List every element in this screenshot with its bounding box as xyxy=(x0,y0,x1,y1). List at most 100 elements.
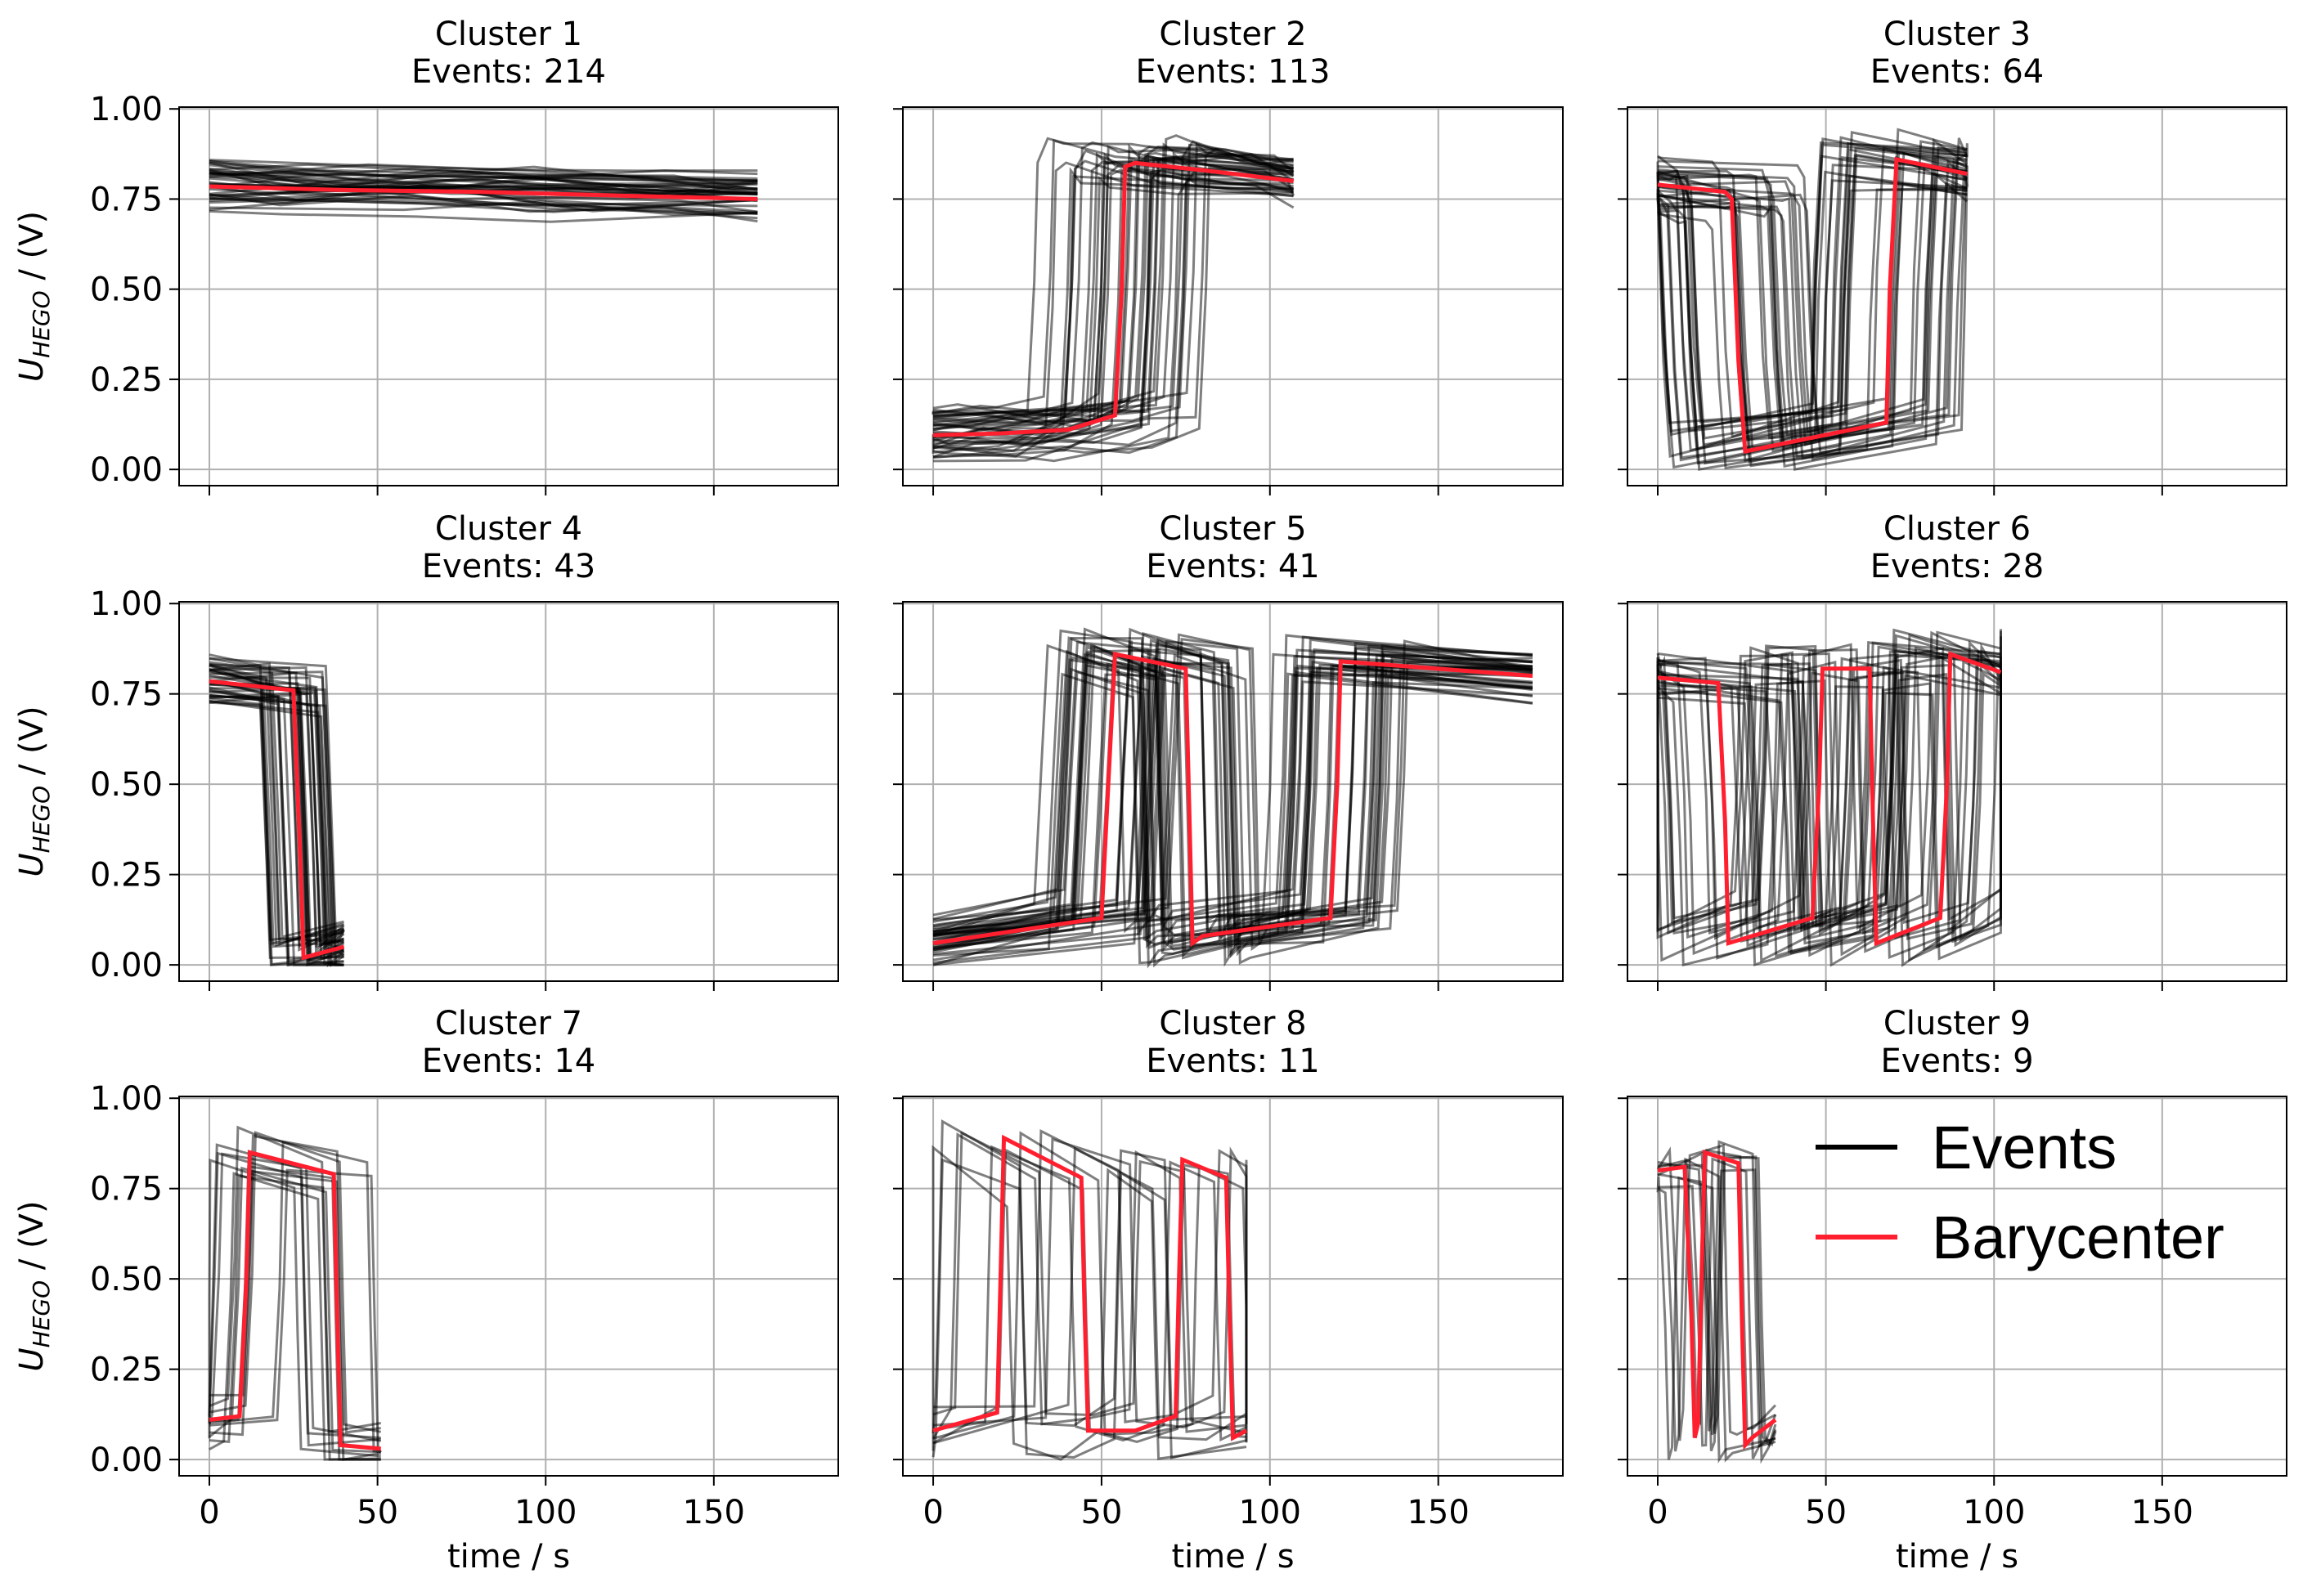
event-trace xyxy=(1656,650,2001,935)
x-tick-label: 100 xyxy=(1239,1494,1301,1531)
event-trace xyxy=(932,664,1533,960)
event-trace xyxy=(932,638,1533,945)
subplot-title: Cluster 4 xyxy=(435,510,582,548)
barycenter-line xyxy=(209,184,758,201)
x-tick-label: 100 xyxy=(514,1494,577,1531)
x-tick-label: 150 xyxy=(2131,1494,2193,1531)
event-trace xyxy=(1657,147,1968,451)
y-label-sub: HEGO xyxy=(28,1280,55,1347)
barycenter-line xyxy=(932,1134,1248,1441)
event-trace xyxy=(932,667,1533,969)
y-label-sub: HEGO xyxy=(28,786,55,853)
event-trace xyxy=(932,647,1533,932)
event-trace xyxy=(932,1131,1247,1434)
barycenter-line xyxy=(209,1150,381,1451)
y-tick-label: 1.00 xyxy=(90,91,163,128)
barycenter-line xyxy=(932,652,1533,948)
event-trace xyxy=(209,671,344,944)
y-axis-label: UHEGO / (V) xyxy=(13,211,55,382)
y-tick-label: 0.25 xyxy=(90,857,163,894)
subplot-title: Cluster 6 xyxy=(1883,510,2031,548)
event-trace xyxy=(209,197,758,220)
y-tick-label: 0.75 xyxy=(90,181,163,218)
event-trace xyxy=(1657,188,1968,470)
y-label-unit: / (V) xyxy=(13,1200,51,1280)
x-tick-label: 50 xyxy=(1080,1494,1122,1531)
event-trace xyxy=(932,661,1533,967)
event-traces xyxy=(932,1119,1248,1461)
y-tick-label: 0.00 xyxy=(90,947,163,984)
y-axis-label: UHEGO / (V) xyxy=(13,1200,55,1371)
event-trace xyxy=(209,1141,381,1453)
axes-frame xyxy=(902,601,1564,982)
event-trace xyxy=(932,168,1295,446)
event-trace xyxy=(1657,630,2002,935)
event-trace xyxy=(932,154,1295,427)
event-trace xyxy=(209,183,758,196)
event-trace xyxy=(1657,136,1968,433)
event-trace xyxy=(932,1158,1247,1459)
y-label-unit: / (V) xyxy=(13,706,51,785)
axes-frame xyxy=(178,106,839,486)
y-axis-label: UHEGO / (V) xyxy=(13,706,55,876)
subplot-title: Cluster 1 xyxy=(435,16,582,53)
axes-frame xyxy=(1627,601,2287,982)
subplot-event-count: Events: 11 xyxy=(1146,1042,1320,1080)
y-tick-label: 0.50 xyxy=(90,766,163,804)
x-tick-label: 150 xyxy=(1407,1494,1469,1531)
subplot-title: Cluster 3 xyxy=(1883,16,2031,53)
x-tick-label: 0 xyxy=(923,1494,943,1531)
event-trace xyxy=(1657,172,1969,468)
y-label-main: U xyxy=(13,1347,51,1371)
event-trace xyxy=(932,660,1533,957)
event-trace xyxy=(932,640,1533,936)
event-trace xyxy=(932,647,1533,945)
event-trace xyxy=(1658,159,1969,459)
subplot-event-count: Events: 14 xyxy=(422,1042,596,1080)
event-trace xyxy=(1656,1176,1776,1464)
y-tick-label: 0.75 xyxy=(90,1171,163,1208)
event-trace xyxy=(1657,649,2001,930)
axes-frame xyxy=(178,1096,839,1477)
event-trace xyxy=(1657,1157,1776,1463)
event-trace xyxy=(932,643,1533,945)
subplot-event-count: Events: 64 xyxy=(1870,53,2045,91)
axes-frame xyxy=(1627,1096,2287,1477)
event-traces xyxy=(1656,1140,1777,1464)
event-trace xyxy=(209,1134,382,1433)
event-trace xyxy=(932,1131,1248,1443)
event-trace xyxy=(932,635,1533,921)
x-tick-label: 150 xyxy=(683,1494,745,1531)
event-trace xyxy=(209,169,758,190)
axes-frame xyxy=(902,106,1564,486)
subplot-event-count: Events: 28 xyxy=(1870,548,2045,585)
event-trace xyxy=(932,643,1533,937)
event-trace xyxy=(932,663,1533,951)
barycenter-line xyxy=(1657,156,1968,455)
event-trace xyxy=(1657,146,1968,440)
barycenter-line xyxy=(1657,1150,1777,1450)
y-tick-label: 1.00 xyxy=(90,1080,163,1118)
event-trace xyxy=(932,159,1294,446)
subplot-title: Cluster 8 xyxy=(1159,1005,1306,1042)
event-trace xyxy=(932,175,1295,460)
event-trace xyxy=(209,700,345,968)
subplot-event-count: Events: 113 xyxy=(1136,53,1331,91)
event-trace xyxy=(932,662,1533,957)
x-tick-label: 50 xyxy=(1805,1494,1847,1531)
event-trace xyxy=(932,629,1533,936)
subplot-title: Cluster 2 xyxy=(1159,16,1306,53)
subplot-event-count: Events: 214 xyxy=(411,53,606,91)
barycenter-line xyxy=(1657,651,2002,947)
event-trace xyxy=(932,155,1294,450)
y-tick-label: 0.75 xyxy=(90,676,163,714)
legend-label: Events xyxy=(1932,1114,2117,1181)
event-trace xyxy=(1657,1157,1776,1459)
event-trace xyxy=(209,1131,381,1434)
event-trace xyxy=(1657,654,2002,960)
